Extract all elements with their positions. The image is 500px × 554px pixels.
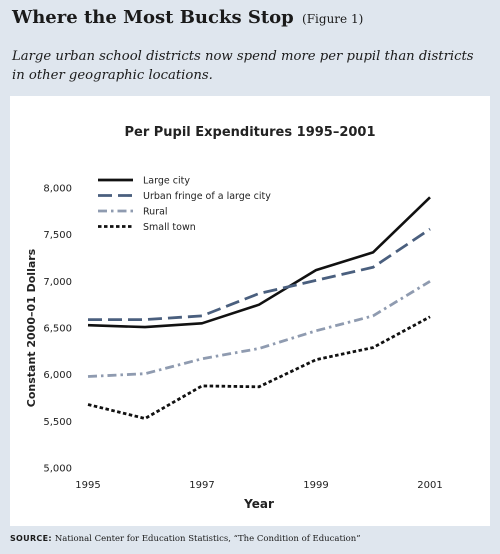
y-tick-label: 5,000: [43, 464, 72, 475]
figure-subtitle: Large urban school districts now spend m…: [12, 49, 474, 83]
source-note: SOURCE: National Center for Education Sta…: [10, 534, 361, 544]
x-tick-label: 1999: [303, 480, 328, 491]
x-tick-label: 1997: [189, 480, 214, 491]
figure-title-line: Where the Most Bucks Stop (Figure 1): [12, 6, 488, 31]
legend-label: Urban fringe of a large city: [143, 191, 271, 202]
series-line-large-city: [87, 196, 431, 329]
x-tick-label: 1995: [75, 480, 100, 491]
y-tick-label: 6,000: [43, 370, 72, 381]
y-axis-title: Constant 2000–01 Dollars: [25, 248, 38, 407]
y-tick-label: 5,500: [43, 417, 72, 428]
figure-tag: (Figure 1): [302, 12, 364, 26]
line-chart: Per Pupil Expenditures 1995–2001 5,000 5,5…: [25, 125, 443, 511]
figure-title: Where the Most Bucks Stop: [12, 7, 294, 28]
figure-header: Where the Most Bucks Stop (Figure 1) Lar…: [12, 6, 488, 85]
legend-label: Large city: [143, 176, 190, 187]
y-tick-label: 6,500: [43, 324, 72, 335]
x-axis-title: Year: [243, 497, 274, 511]
y-tick-label: 7,500: [43, 230, 72, 241]
y-tick-label: 7,000: [43, 277, 72, 288]
chart-title: Per Pupil Expenditures 1995–2001: [124, 125, 375, 140]
series-line-small-town: [87, 315, 431, 420]
series-line-rural: [87, 280, 431, 378]
source-label: SOURCE:: [10, 534, 52, 543]
y-tick-label: 8,000: [43, 184, 72, 195]
legend-label: Small town: [143, 222, 196, 233]
chart-panel: Per Pupil Expenditures 1995–2001 5,000 5,5…: [10, 96, 490, 526]
source-text: National Center for Education Statistics…: [54, 534, 361, 544]
x-tick-label: 2001: [417, 480, 442, 491]
legend-label: Rural: [143, 207, 168, 218]
series-line-urban-fringe-of-a-large-city: [88, 227, 431, 322]
